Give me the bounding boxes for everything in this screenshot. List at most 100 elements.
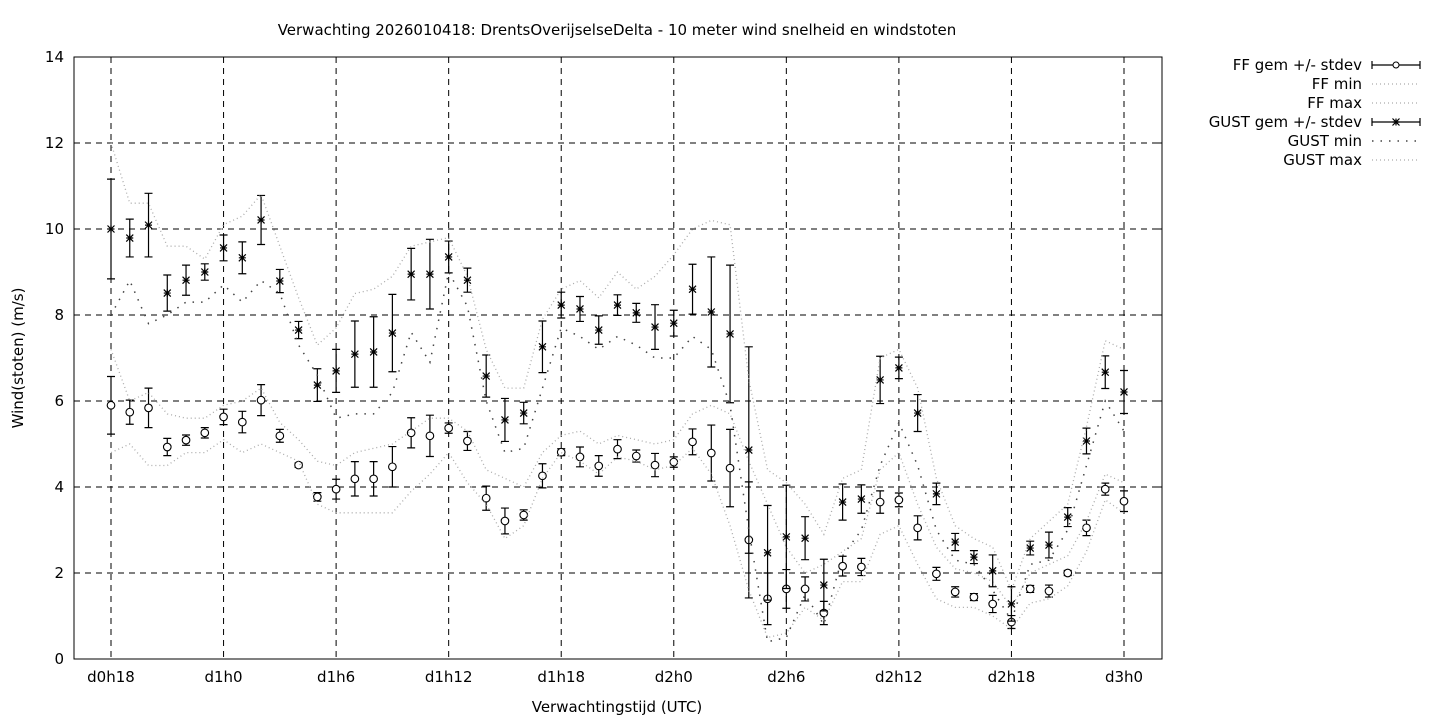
- y-tick-label: 6: [54, 392, 64, 410]
- star-marker: [932, 489, 941, 498]
- x-tick-label: d0h18: [87, 668, 135, 686]
- star-marker: [463, 276, 472, 285]
- circle-marker: [162, 442, 172, 452]
- circle-marker: [969, 592, 979, 602]
- y-tick-label: 2: [54, 564, 64, 582]
- x-tick-label: d1h18: [537, 668, 585, 686]
- circle-marker: [894, 495, 904, 505]
- star-marker: [707, 308, 716, 316]
- legend-label: FF min: [1312, 75, 1362, 93]
- circle-marker: [463, 436, 472, 446]
- star-marker: [594, 326, 603, 334]
- legend-label: GUST gem +/- stdev: [1209, 113, 1362, 131]
- circle-marker: [144, 403, 153, 413]
- series-gust-gem-stdev: [107, 178, 1128, 622]
- star-marker: [275, 277, 284, 285]
- y-tick-label: 0: [54, 650, 64, 668]
- y-axis-label: Wind(stoten) (m/s): [9, 288, 27, 429]
- circle-marker: [913, 523, 922, 533]
- circle-marker: [106, 400, 116, 410]
- circle-marker: [331, 484, 341, 494]
- circle-marker: [219, 412, 228, 422]
- circle-marker: [256, 395, 266, 405]
- line-ff-max: [110, 349, 1125, 609]
- star-marker: [688, 285, 697, 294]
- plot-frame: [73, 56, 1163, 660]
- star-marker: [163, 289, 172, 297]
- circle-marker: [313, 492, 322, 502]
- circle-marker: [932, 569, 941, 579]
- y-tick-label: 4: [54, 478, 64, 496]
- legend-label: GUST min: [1288, 132, 1362, 150]
- star-marker: [219, 243, 228, 252]
- y-tick-label: 14: [45, 48, 64, 66]
- x-tick-label: d1h6: [317, 668, 355, 686]
- star-marker: [632, 308, 641, 317]
- star-marker: [876, 376, 885, 384]
- star-marker: [801, 534, 810, 543]
- y-tick-label: 8: [54, 306, 64, 324]
- circle-marker: [350, 474, 360, 484]
- chart-title: Verwachting 2026010418: DrentsOverijsels…: [278, 21, 957, 39]
- star-marker: [1082, 437, 1091, 445]
- circle-marker: [688, 437, 697, 447]
- star-marker: [1063, 513, 1072, 522]
- circle-marker: [406, 428, 416, 438]
- star-marker: [838, 498, 847, 506]
- circle-marker: [425, 431, 435, 441]
- x-tick-label: d1h0: [204, 668, 242, 686]
- circle-marker: [125, 407, 135, 417]
- star-marker: [144, 221, 153, 230]
- circle-marker: [538, 471, 547, 481]
- circle-marker: [200, 428, 210, 438]
- circle-marker: [1025, 584, 1035, 594]
- circle-marker: [388, 462, 397, 472]
- circle-marker: [875, 497, 885, 507]
- star-marker: [913, 409, 922, 417]
- circle-marker: [1100, 484, 1110, 494]
- star-marker: [257, 216, 265, 224]
- y-tick-label: 10: [45, 220, 64, 238]
- star-marker: [182, 276, 190, 285]
- legend-label: GUST max: [1283, 151, 1362, 169]
- star-marker: [1101, 368, 1110, 377]
- star-marker: [726, 329, 734, 338]
- x-tick-label: d2h6: [767, 668, 805, 686]
- x-tick-label: d2h18: [988, 668, 1036, 686]
- legend-label: FF gem +/- stdev: [1233, 56, 1362, 74]
- circle-marker: [1063, 568, 1073, 578]
- circle-marker: [275, 431, 285, 441]
- star-marker: [519, 409, 528, 417]
- axis-ticks: 0 2 4 6 8 10 12 14 d0h18 d1h0 d1h6 d1h12 d1h18 d2h0 d2…: [45, 48, 1162, 686]
- circle-marker: [500, 516, 510, 526]
- circle-marker: [613, 444, 622, 454]
- star-marker: [107, 225, 115, 233]
- star-marker: [425, 270, 434, 279]
- star-marker: [894, 363, 903, 372]
- star-marker: [238, 253, 247, 262]
- circle-marker: [181, 435, 191, 445]
- circle-marker: [481, 493, 491, 503]
- circle-marker: [631, 451, 641, 461]
- star-marker: [744, 446, 753, 454]
- star-marker: [1007, 600, 1016, 608]
- circle-marker: [294, 460, 303, 470]
- circle-marker: [800, 584, 810, 594]
- star-marker: [651, 323, 659, 331]
- circle-marker: [575, 452, 585, 462]
- circle-marker: [650, 460, 660, 470]
- star-marker: [388, 329, 397, 337]
- star-marker: [951, 538, 960, 546]
- series-layer: [106, 142, 1129, 643]
- star-marker: [332, 366, 341, 375]
- star-marker: [988, 566, 997, 575]
- star-marker: [1026, 544, 1035, 552]
- star-marker: [970, 553, 978, 562]
- line-ff-min: [110, 438, 1125, 639]
- star-marker: [857, 495, 866, 503]
- line-gust-max: [110, 142, 1125, 592]
- circle-marker: [1044, 586, 1054, 596]
- circle-marker: [725, 463, 735, 473]
- star-marker: [407, 270, 416, 279]
